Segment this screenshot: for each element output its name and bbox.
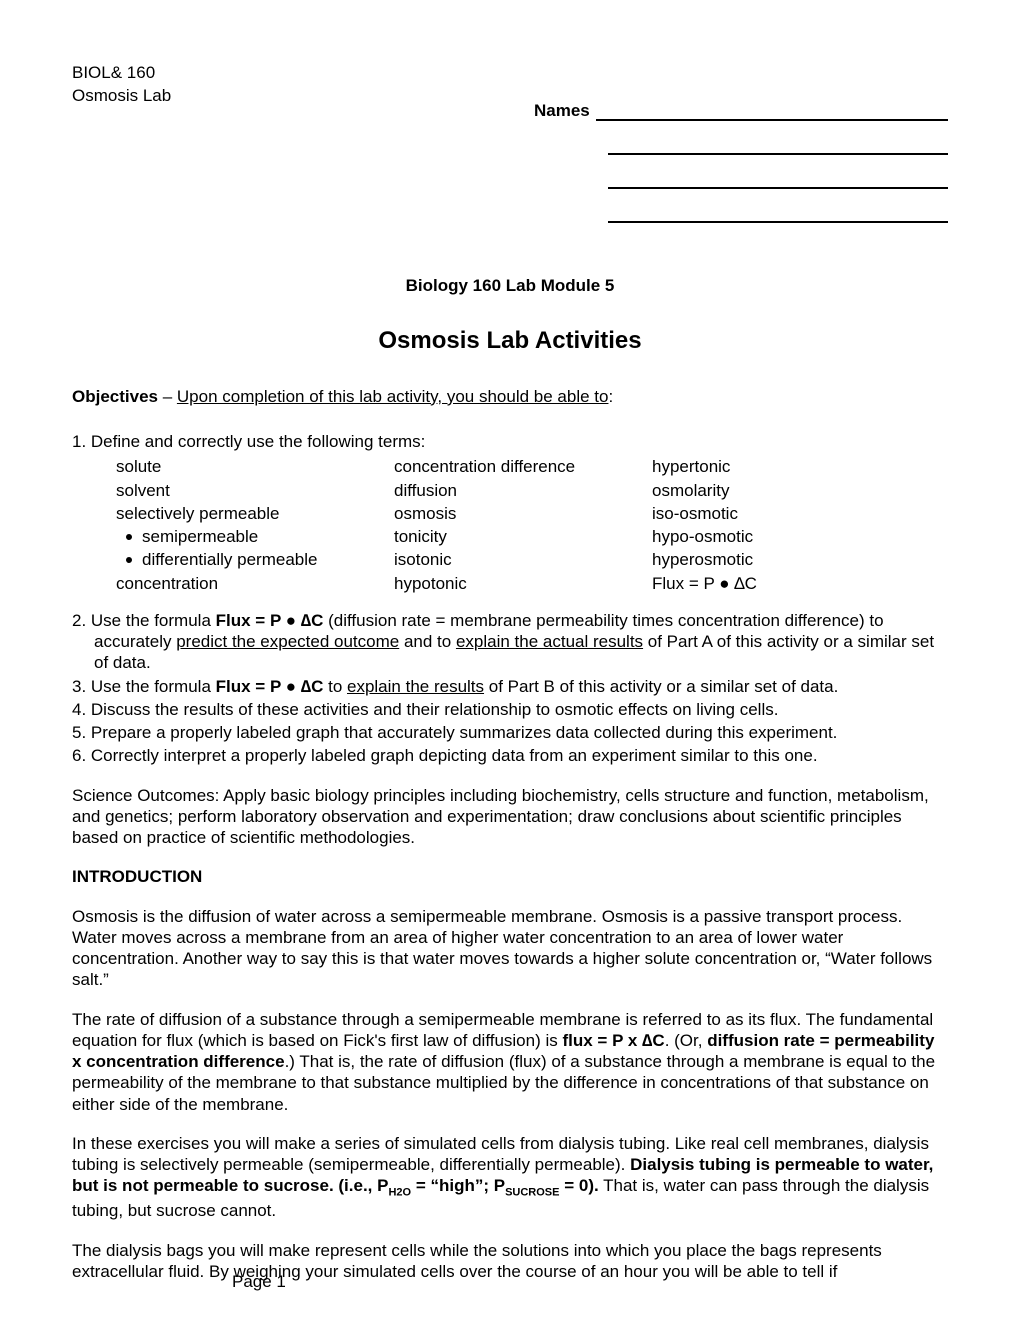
term: hyperosmotic: [652, 549, 872, 570]
term: selectively permeable: [116, 503, 394, 524]
objective-6: 6. Correctly interpret a properly labele…: [72, 745, 948, 766]
term: Flux = P ● ∆C: [652, 573, 872, 594]
intro-para-3: In these exercises you will make a serie…: [72, 1133, 948, 1222]
objective-4: 4. Discuss the results of these activiti…: [72, 699, 948, 720]
term: iso-osmotic: [652, 503, 872, 524]
obj3-tail: of Part B of this activity or a similar …: [484, 677, 838, 696]
term: hypo-osmotic: [652, 526, 872, 547]
objective-1-lead: 1. Define and correctly use the followin…: [72, 431, 948, 452]
term: hypertonic: [652, 456, 872, 477]
objective-2: 2. Use the formula Flux = P ● ∆C (diffus…: [72, 610, 948, 674]
obj3-mid1: to: [323, 677, 347, 696]
obj2-u1: predict the expected outcome: [176, 632, 399, 651]
p2-b: flux = P x ∆C: [562, 1031, 664, 1050]
term: concentration: [116, 573, 394, 594]
course-code: BIOL& 160: [72, 62, 948, 83]
p2-c: . (Or,: [665, 1031, 708, 1050]
term: tonicity: [394, 526, 652, 547]
obj2-u2: explain the actual results: [456, 632, 643, 651]
name-line-4[interactable]: [608, 209, 948, 223]
page-title: Osmosis Lab Activities: [72, 326, 948, 356]
term: solute: [116, 456, 394, 477]
objectives-heading: Objectives – Upon completion of this lab…: [72, 386, 948, 407]
term: osmosis: [394, 503, 652, 524]
objectives-list: 2. Use the formula Flux = P ● ∆C (diffus…: [72, 610, 948, 767]
terms-col-1: solute solvent selectively permeable sem…: [116, 456, 394, 596]
bullet-icon: [126, 557, 132, 563]
term: hypotonic: [394, 573, 652, 594]
terms-grid: solute solvent selectively permeable sem…: [116, 456, 948, 596]
name-line-3[interactable]: [608, 175, 948, 189]
objectives-underlined: Upon completion of this lab activity, yo…: [177, 387, 609, 406]
term-bullet: semipermeable: [116, 526, 394, 547]
term: semipermeable: [142, 526, 258, 547]
module-title: Biology 160 Lab Module 5: [72, 275, 948, 296]
obj2-mid2: and to: [399, 632, 456, 651]
name-line-1[interactable]: [596, 107, 948, 121]
objectives-dash: –: [158, 387, 177, 406]
intro-para-4: The dialysis bags you will make represen…: [72, 1240, 948, 1283]
obj2-formula: Flux = P ● ∆C: [216, 611, 324, 630]
names-section: Names: [534, 100, 948, 243]
bullet-icon: [126, 534, 132, 540]
names-label: Names: [534, 100, 590, 121]
term: solvent: [116, 480, 394, 501]
obj2-prefix: 2. Use the formula: [72, 611, 216, 630]
terms-col-3: hypertonic osmolarity iso-osmotic hypo-o…: [652, 456, 872, 596]
term-bullet: differentially permeable: [116, 549, 394, 570]
term: concentration difference: [394, 456, 652, 477]
term: differentially permeable: [142, 549, 317, 570]
objectives-word: Objectives: [72, 387, 158, 406]
term: osmolarity: [652, 480, 872, 501]
sub-sucrose: SUCROSE: [505, 1187, 559, 1199]
term: diffusion: [394, 480, 652, 501]
obj3-formula: Flux = P ● ∆C: [216, 677, 324, 696]
objectives-colon: :: [608, 387, 613, 406]
intro-para-2: The rate of diffusion of a substance thr…: [72, 1009, 948, 1115]
obj3-prefix: 3. Use the formula: [72, 677, 216, 696]
name-line-2[interactable]: [608, 141, 948, 155]
intro-para-1: Osmosis is the diffusion of water across…: [72, 906, 948, 991]
objective-5: 5. Prepare a properly labeled graph that…: [72, 722, 948, 743]
terms-col-2: concentration difference diffusion osmos…: [394, 456, 652, 596]
sub-h2o: H2O: [388, 1187, 411, 1199]
page-number: Page 1: [232, 1271, 286, 1292]
introduction-heading: INTRODUCTION: [72, 866, 948, 887]
obj3-u1: explain the results: [347, 677, 484, 696]
science-outcomes: Science Outcomes: Apply basic biology pr…: [72, 785, 948, 849]
term: isotonic: [394, 549, 652, 570]
objective-3: 3. Use the formula Flux = P ● ∆C to expl…: [72, 676, 948, 697]
